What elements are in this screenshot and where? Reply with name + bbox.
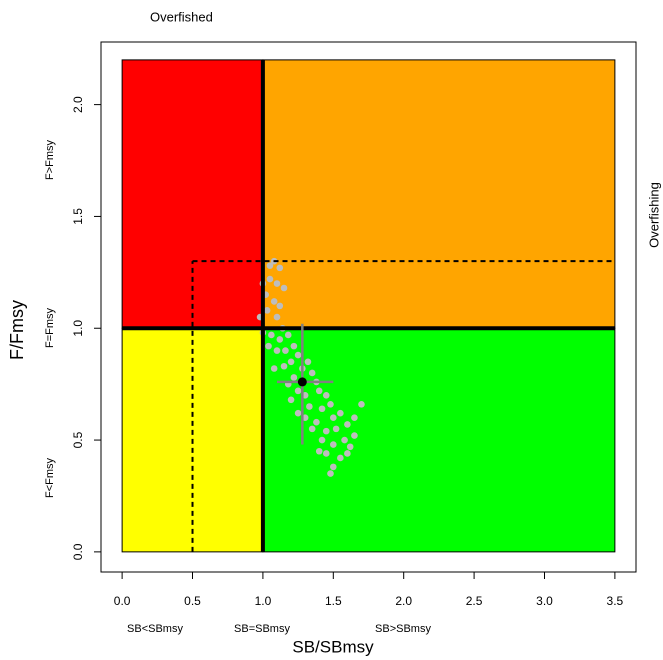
point [315,387,323,395]
point [341,436,348,444]
point [306,403,313,410]
y-zone-label: F>Fmsy [44,139,56,180]
zone [262,59,616,329]
point [330,463,337,471]
point [284,331,292,339]
point [330,441,337,448]
point [322,450,330,457]
y-zone-label: F=Fmsy [44,307,56,348]
x-tick-label: 3.0 [536,594,553,608]
point [280,362,288,370]
point [313,418,320,426]
point [308,425,316,433]
point [294,351,302,359]
zone [121,59,264,329]
point [282,347,289,354]
point [287,358,295,366]
point [318,405,326,413]
estimate-point [297,377,307,387]
point [290,342,298,350]
point [315,447,323,455]
point [344,450,351,457]
point [330,414,337,421]
y-tick-label: 0.5 [71,431,85,448]
x-zone-label: SB=SBmsy [234,623,290,635]
title: Overfished [150,9,213,24]
x-tick-label: 0.0 [114,594,131,608]
x-zone-label: SB>SBmsy [375,623,431,635]
point [327,400,334,408]
right-label: Overfishing [646,182,661,248]
point [337,454,344,462]
y-zone-label: F<Fmsy [44,457,56,498]
x-tick-label: 2.5 [466,594,483,608]
plot-frame [100,41,637,573]
point [346,443,354,451]
point [276,264,284,272]
point [273,347,281,354]
point [270,298,278,305]
point [276,302,284,310]
point [287,396,295,404]
y-tick-label: 2.0 [71,96,85,113]
x-tick-label: 3.5 [607,594,624,608]
y-tick-label: 0.0 [71,543,85,560]
point [318,436,326,444]
point [290,374,298,381]
x-zone-label: SB<SBmsy [127,623,183,635]
x-tick-label: 1.0 [255,594,272,608]
point [358,400,365,408]
point [304,358,312,366]
point [327,470,334,477]
point [337,409,344,417]
point [280,284,288,292]
x-tick-label: 1.5 [325,594,342,608]
point [265,342,272,350]
point [268,331,275,339]
point [351,432,358,439]
y-tick-label: 1.0 [71,320,85,337]
point [266,262,274,269]
point [344,421,351,428]
x-tick-label: 2.0 [395,594,412,608]
point [308,369,316,377]
point [332,425,340,433]
zone [262,327,616,553]
y-tick-label: 1.5 [71,208,85,225]
point [322,427,330,435]
point [263,307,271,314]
point [273,280,281,287]
point [294,409,302,417]
x-axis-title: SB/SBmsy [292,637,374,656]
x-tick-label: 0.5 [184,594,201,608]
point [273,313,281,321]
point [276,336,284,343]
point [322,392,330,399]
y-axis-title: F/Fmsy [7,300,27,360]
point [294,387,302,395]
point [270,365,278,372]
point [266,275,274,283]
point [351,414,358,421]
